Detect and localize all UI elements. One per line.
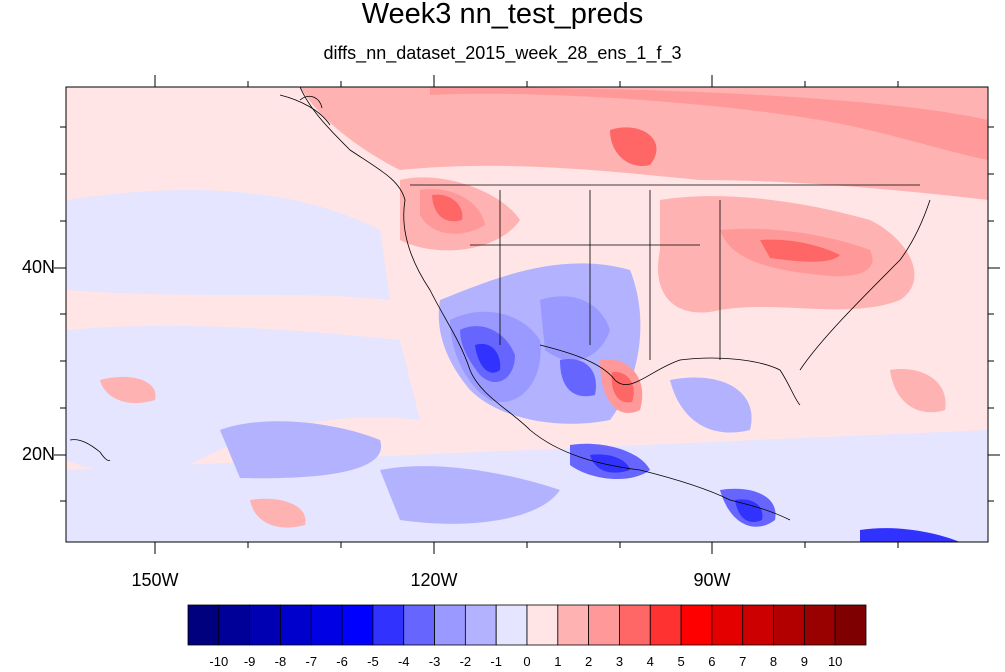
colorbar-label: -10 (209, 654, 229, 669)
colorbar-label: 9 (800, 654, 808, 669)
lat-label-20n: 20N (22, 444, 56, 464)
colorbar-label: 8 (769, 654, 778, 669)
lon-label-90w: 90W (693, 570, 731, 590)
colorbar-swatch (372, 604, 405, 646)
map-title: Week3 nn_test_preds (361, 0, 644, 30)
colorbar-swatch (803, 604, 836, 646)
colorbar-swatch (434, 604, 466, 646)
colorbar-label: -5 (367, 654, 379, 669)
colorbar-swatch (403, 604, 435, 646)
anomaly-field (66, 87, 988, 542)
colorbar-swatch (495, 604, 528, 646)
lon-label-120w: 120W (410, 570, 458, 590)
colorbar-swatch (680, 604, 713, 646)
colorbar-label: 2 (585, 654, 593, 669)
colorbar-label: -7 (305, 654, 318, 669)
lat-label-40n: 40N (22, 257, 56, 277)
colorbar-swatch (588, 604, 620, 646)
map-subtitle: diffs_nn_dataset_2015_week_28_ens_1_f_3 (323, 43, 682, 63)
colorbar-label: -8 (274, 654, 287, 669)
colorbar-swatch (742, 604, 774, 646)
colorbar-label: 10 (827, 654, 843, 669)
lon-label-150w: 150W (131, 570, 179, 590)
colorbar-swatch (310, 604, 343, 646)
colorbar-swatch (187, 604, 220, 646)
colorbar-label: 3 (615, 654, 624, 669)
colorbar-swatch (711, 604, 744, 646)
colorbar-swatch (218, 604, 251, 646)
colorbar-label: 7 (739, 654, 747, 669)
colorbar-swatch (834, 604, 867, 646)
colorbar-label: -6 (336, 654, 348, 669)
colorbar-label: 6 (708, 654, 716, 669)
colorbar-label: -9 (243, 654, 256, 669)
colorbar-label: -2 (459, 654, 472, 669)
colorbar-swatch (557, 604, 590, 646)
colorbar-swatch (341, 604, 374, 646)
colorbar-label: 0 (523, 654, 531, 669)
colorbar-label: 4 (646, 654, 654, 669)
colorbar-swatch (249, 604, 281, 646)
colorbar-swatch (464, 604, 497, 646)
colorbar-swatch (526, 604, 559, 646)
colorbar-label: -3 (428, 654, 441, 669)
colorbar-label: -4 (397, 654, 410, 669)
coastlines (69, 87, 931, 521)
colorbar-swatch (280, 604, 312, 646)
colorbar-swatch (773, 604, 805, 646)
colorbar-label: -1 (490, 654, 502, 669)
colorbar-swatch (649, 604, 682, 646)
colorbar-swatch (619, 604, 651, 646)
colorbar-label: 5 (677, 654, 685, 669)
colorbar-label: 1 (554, 654, 562, 669)
axis-ticks (54, 75, 1000, 554)
